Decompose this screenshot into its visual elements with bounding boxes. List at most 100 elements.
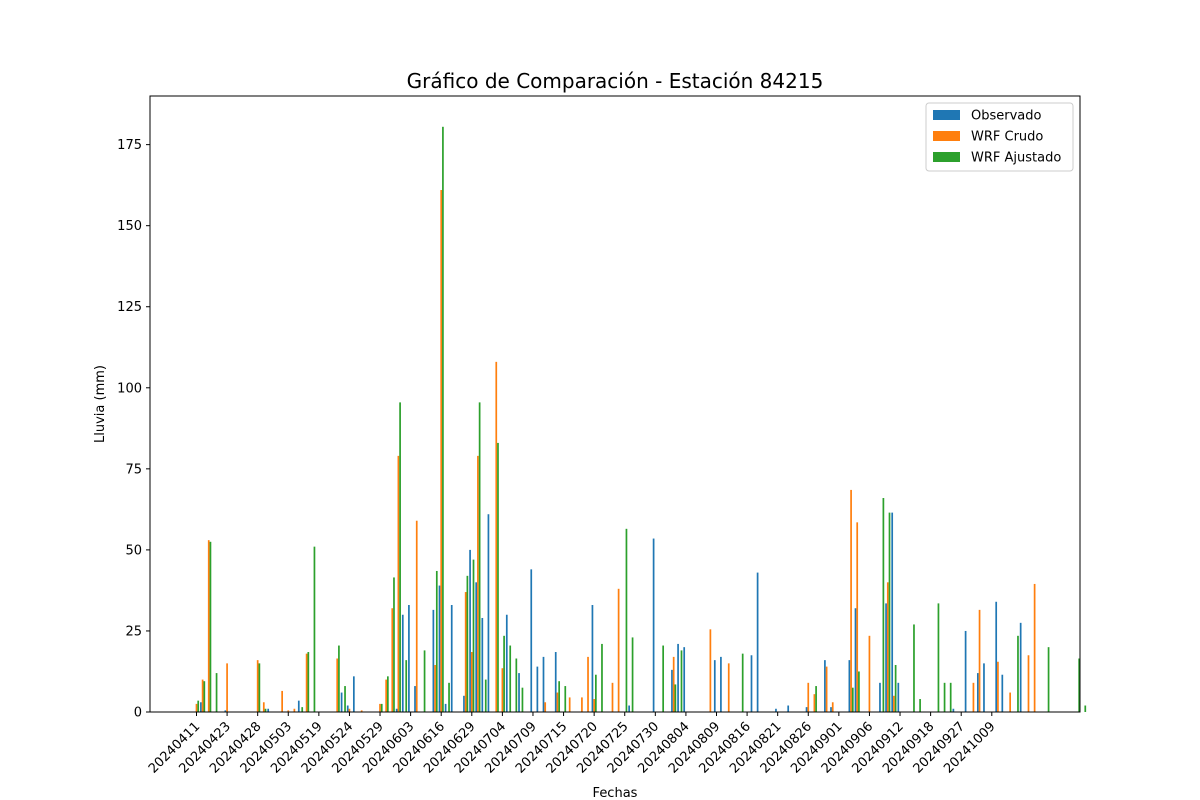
bar	[209, 541, 212, 712]
bar	[587, 656, 589, 712]
bar	[307, 652, 310, 712]
bar	[882, 498, 885, 712]
bar	[593, 699, 595, 712]
bar	[464, 592, 467, 712]
bar	[775, 708, 777, 712]
bar	[983, 663, 985, 712]
y-tick-label: 100	[117, 381, 142, 396]
plot-frame	[149, 95, 1081, 713]
bar	[805, 707, 808, 712]
y-tick-label: 150	[117, 219, 142, 234]
bar	[313, 546, 316, 712]
bar	[475, 582, 478, 712]
legend-swatch	[933, 152, 960, 162]
y-tick-label: 25	[125, 624, 142, 639]
bar	[405, 660, 408, 712]
bar	[628, 705, 630, 712]
bar	[631, 637, 634, 712]
bar	[450, 605, 453, 712]
bar	[432, 609, 435, 712]
bar	[858, 671, 860, 712]
bar	[949, 682, 952, 712]
bar	[662, 645, 665, 712]
bar	[478, 402, 481, 712]
bar	[360, 710, 363, 712]
bar	[387, 676, 389, 712]
legend-box	[925, 102, 1074, 172]
bar	[913, 624, 915, 712]
bar	[414, 686, 416, 712]
bar	[1033, 583, 1036, 712]
bar	[674, 684, 677, 712]
y-tick-label: 125	[117, 300, 142, 315]
bar	[611, 682, 614, 712]
bar	[879, 682, 881, 712]
bar	[469, 549, 471, 712]
bar	[393, 577, 395, 712]
y-axis-label: Lluvia (mm)	[93, 365, 108, 443]
bar	[518, 673, 520, 712]
bar	[564, 686, 567, 712]
bar	[301, 707, 304, 712]
bar	[395, 708, 398, 712]
bar	[997, 661, 999, 712]
bar	[401, 614, 404, 712]
bar	[978, 609, 981, 712]
bar	[505, 614, 508, 712]
legend-swatch	[933, 110, 960, 120]
bar	[281, 690, 283, 712]
bar	[379, 703, 381, 712]
bar	[297, 700, 300, 712]
bar	[267, 708, 270, 712]
bar	[888, 512, 891, 712]
bar	[595, 674, 597, 712]
bar	[856, 522, 859, 712]
y-tick-label: 75	[125, 462, 142, 477]
bar	[824, 660, 826, 712]
bar	[851, 687, 854, 712]
bar	[346, 705, 349, 712]
bar	[813, 694, 816, 712]
bar	[964, 630, 967, 712]
bar	[937, 603, 940, 712]
bar	[195, 703, 198, 712]
bar	[397, 455, 400, 712]
bar	[399, 402, 401, 712]
series-wrf-ajustado	[197, 126, 1087, 713]
bar	[509, 645, 512, 712]
legend-swatch	[933, 131, 960, 141]
bar	[380, 703, 383, 712]
series-wrf-crudo	[195, 190, 1036, 712]
bar	[484, 679, 487, 712]
bar	[830, 707, 832, 712]
bar	[435, 570, 438, 712]
bar	[264, 708, 267, 712]
bar	[807, 682, 810, 712]
bar	[340, 692, 343, 712]
bar	[568, 697, 571, 712]
bar	[995, 601, 998, 712]
bar	[1019, 622, 1022, 712]
bar	[197, 700, 200, 712]
bar	[305, 653, 308, 712]
legend-label: WRF Crudo	[971, 130, 1043, 145]
bar	[203, 681, 206, 712]
series-observado	[200, 512, 1022, 712]
bar	[287, 710, 290, 712]
bar	[258, 663, 261, 712]
bar	[207, 540, 210, 712]
bar	[442, 126, 444, 713]
bar	[677, 643, 679, 712]
bar	[201, 679, 204, 712]
bar	[591, 605, 594, 712]
bar	[815, 686, 817, 712]
y-tick-label: 0	[134, 706, 142, 721]
bar	[215, 673, 218, 712]
chart-title: Gráfico de Comparación - Estación 84215	[407, 69, 824, 93]
bar	[581, 697, 583, 712]
bar	[554, 652, 557, 712]
legend-label: Observado	[971, 109, 1042, 124]
bar	[448, 682, 450, 712]
bar	[262, 702, 265, 712]
